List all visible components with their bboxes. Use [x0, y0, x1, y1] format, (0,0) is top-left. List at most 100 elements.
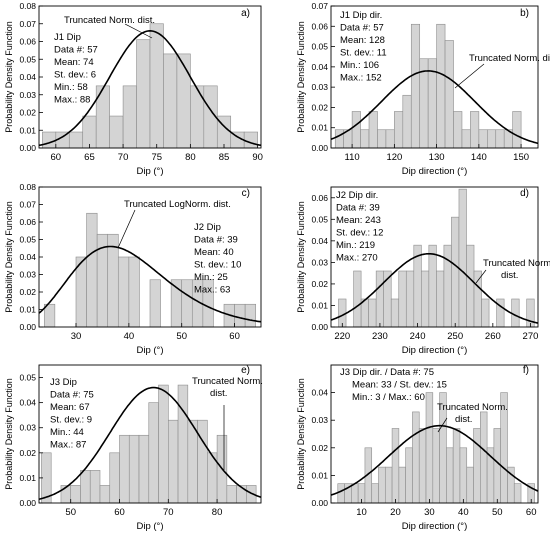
histogram-bar	[402, 94, 412, 149]
curve-callout-label: Truncated LogNorm. dist.	[124, 199, 231, 210]
histogram-bar	[384, 466, 393, 504]
statistics-line: Min.: 44	[50, 427, 84, 438]
y-tick-label: 0.06	[311, 193, 328, 203]
x-tick-label: 75	[151, 152, 162, 163]
histogram-bar	[167, 419, 179, 504]
histogram-bar	[398, 270, 407, 328]
histogram-bar	[526, 298, 535, 328]
histogram-bar	[428, 244, 437, 328]
histogram-bar	[107, 233, 119, 328]
histogram-bar	[398, 466, 406, 504]
histogram-bar	[82, 115, 97, 149]
histogram-bar	[371, 483, 379, 504]
histogram-bar	[375, 270, 384, 328]
fitted-distribution-curve	[38, 386, 262, 500]
x-axis-label: Dip (°)	[136, 521, 163, 532]
chart-panel-e: 50 60 70 80 0.00 0.01 0.02 0.03 0.04 0.05 Dip (°) P…	[4, 364, 263, 532]
histogram-bar	[351, 483, 359, 504]
statistics-line: Max.: 88	[54, 95, 90, 106]
statistics-line: St. dev.: 10	[194, 260, 241, 271]
x-tick-label: 270	[523, 331, 539, 342]
histogram-bar	[334, 129, 344, 149]
histogram-bar	[493, 428, 501, 504]
histogram-bar	[128, 256, 140, 328]
statistics-block: J2 Dip Data #: 39 Mean: 40 St. dev.: 10 Min.…	[194, 222, 241, 296]
x-tick-label: 120	[386, 152, 402, 163]
histogram-bar	[444, 40, 454, 149]
callout-leader-line	[117, 209, 136, 249]
curve-callout-label: Truncated Norm. dist.	[437, 402, 508, 425]
histogram-bar	[405, 447, 413, 504]
histogram-bar	[368, 298, 377, 328]
statistics-block: J3 Dip Data #: 75 Mean: 67 St. dev.: 9 Min.:…	[50, 377, 94, 451]
y-tick-label: 0.07	[311, 1, 328, 11]
histogram-bar	[149, 279, 161, 328]
x-axis-label: Dip direction (°)	[402, 521, 468, 532]
x-tick-label: 50	[65, 507, 76, 518]
statistics-line: Data #: 75	[50, 390, 94, 401]
x-tick-label: 70	[118, 152, 129, 163]
histogram-bar	[495, 129, 505, 149]
x-tick-label: 250	[447, 331, 463, 342]
y-tick-label: 0.04	[311, 62, 328, 72]
histogram-bar	[158, 384, 169, 504]
statistics-block: J3 Dip dir. / Data #: 75 Mean: 33 / St. d…	[340, 367, 447, 403]
histogram-bar	[68, 131, 84, 149]
fitted-distribution-curve	[330, 70, 539, 145]
callout-leader-line	[454, 63, 485, 89]
histogram-bar	[226, 485, 237, 504]
y-tick-label: 0.08	[19, 182, 36, 192]
x-axis-label: Dip direction (°)	[402, 345, 468, 356]
y-tick-label: 0.03	[19, 90, 36, 100]
histogram-bar	[368, 111, 378, 149]
statistics-line: J1 Dip	[54, 32, 81, 43]
histogram-bar	[487, 129, 497, 149]
histogram-bar	[360, 129, 370, 149]
x-tick-label: 20	[390, 507, 401, 518]
histogram-bar	[89, 470, 101, 504]
y-tick-label: 0.01	[311, 300, 328, 310]
statistics-line: J2 Dip dir.	[336, 190, 378, 201]
plot-frame	[330, 364, 539, 504]
statistics-line: Max.: 87	[50, 440, 86, 451]
y-tick-label: 0.02	[311, 279, 328, 289]
x-tick-label: 60	[526, 507, 537, 518]
x-tick-label: 40	[458, 507, 469, 518]
curve-callout-label: Truncated Norm. dist.	[192, 376, 263, 399]
y-tick-label: 0.05	[19, 373, 36, 383]
histogram-bar	[391, 428, 400, 504]
histogram-bar	[473, 428, 481, 504]
chart-panel-a: 60 65 70 75 80 85 90 0.00 0.01 0.02 0.03 0.04 0.05 0.…	[4, 1, 263, 177]
histogram-bar	[149, 23, 164, 149]
chart-panel-c: 30 40 50 60 0.00 0.01 0.02 0.03 0.04 0.05 0.06 0.07…	[4, 182, 262, 356]
histogram-bar	[138, 434, 150, 504]
plot-frame	[330, 186, 539, 328]
fitted-distribution-curve	[38, 29, 262, 147]
statistics-line: Mean: 33 / St. dev.: 15	[352, 380, 447, 391]
fitted-distribution-curve	[38, 245, 262, 323]
statistics-line: Min.: 25	[194, 272, 228, 283]
statistics-line: St. dev.: 12	[336, 228, 383, 239]
statistics-line: Min.: 3 / Max.: 60	[352, 392, 425, 403]
x-tick-label: 60	[229, 331, 240, 342]
histogram-bar	[378, 466, 386, 504]
histogram-bar	[338, 298, 347, 328]
x-tick-label: 80	[185, 152, 196, 163]
histogram-bar	[512, 111, 522, 149]
curve-callout-label: Truncated Norm. dist.	[469, 53, 550, 64]
panel-label: e)	[241, 365, 250, 376]
histogram-bar	[466, 244, 475, 328]
histogram-bar	[466, 466, 474, 504]
x-axis-label: Dip (°)	[136, 166, 163, 177]
x-tick-label: 70	[163, 507, 174, 518]
x-tick-label: 65	[84, 152, 95, 163]
y-tick-label: 0.02	[19, 108, 36, 118]
panel-label: f)	[523, 365, 529, 376]
x-tick-label: 30	[424, 507, 435, 518]
y-tick-label: 0.05	[311, 42, 328, 52]
histogram-bar	[425, 392, 434, 504]
plot-frame	[38, 364, 262, 504]
statistics-line: J3 Dip dir. / Data #: 75	[340, 367, 434, 378]
statistics-line: Data #: 57	[54, 45, 98, 56]
y-tick-label: 0.00	[19, 322, 36, 332]
